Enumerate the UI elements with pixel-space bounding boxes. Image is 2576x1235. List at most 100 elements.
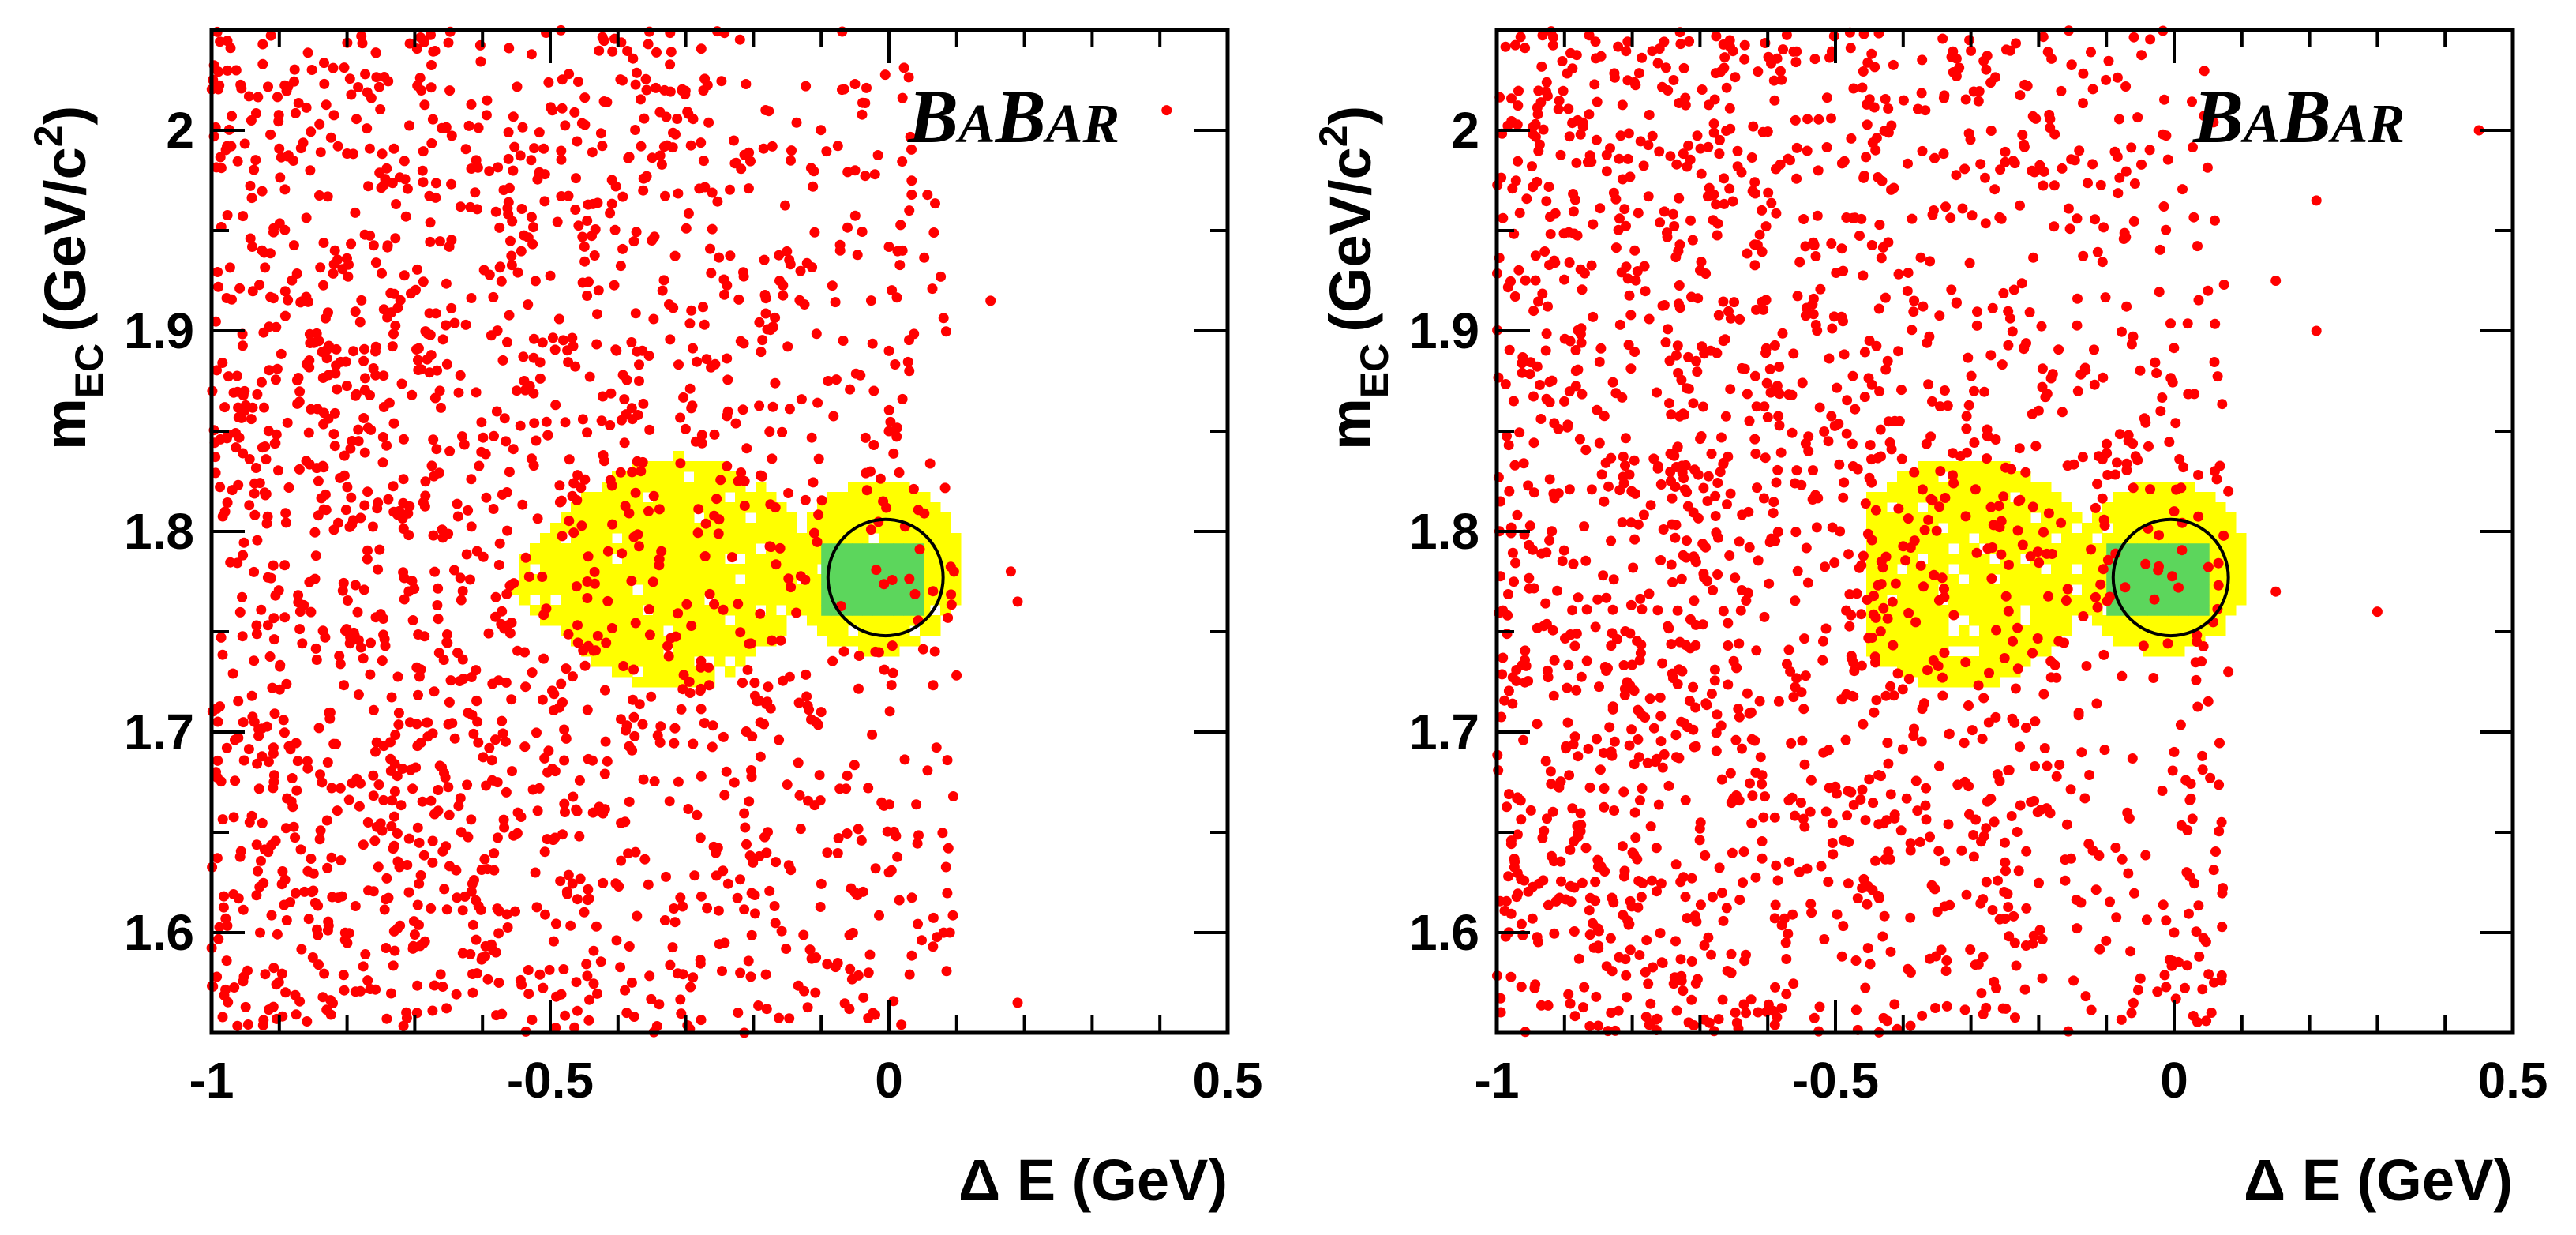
right-data-point [1866,379,1877,390]
right-mc-band-cell [1969,461,1980,472]
left-mc-band-cell [632,502,643,513]
right-data-point [1575,808,1586,819]
right-data-point [2170,418,2181,429]
left-data-point [322,191,333,202]
left-data-point [322,344,332,355]
left-data-point [414,919,424,930]
right-data-point [1714,134,1725,145]
left-data-point [278,715,289,726]
right-data-point [2001,44,2012,55]
left-mc-band-cell [776,523,787,534]
left-data-point [263,81,273,92]
right-data-point [1633,876,1644,886]
right-data-point [1952,297,1962,308]
right-data-point [2035,805,2046,815]
right-data-point [1937,690,1948,701]
right-data-point [1832,382,1843,393]
left-mc-core-cell [862,605,873,616]
right-data-point [1941,1000,1952,1012]
right-data-point [2098,649,2109,660]
left-data-point [315,147,326,158]
left-mc-band-cell [602,574,613,585]
left-data-point [762,696,773,708]
left-mc-band-cell [561,584,572,595]
left-data-point [224,262,235,273]
left-data-point [411,662,422,673]
right-data-point [1932,907,1943,918]
right-mc-band-cell [1918,656,1929,667]
left-mc-band-cell [622,595,633,606]
left-data-point [570,205,581,215]
left-mc-band-cell [673,512,684,524]
left-data-point [296,944,307,955]
left-data-point [644,424,655,435]
right-data-point [1821,92,1832,103]
right-data-point [1865,440,1876,451]
left-data-point [791,117,802,128]
right-data-point [1644,313,1655,325]
right-data-point [1787,792,1798,803]
right-data-point [2039,743,2050,753]
right-mc-core-cell [2147,554,2158,565]
left-data-point [493,162,504,173]
right-mc-band-cell [2030,615,2042,626]
left-data-point [306,65,317,75]
left-data-point [706,362,717,373]
right-data-point [1592,404,1603,415]
left-data-point [339,985,350,996]
right-data-point [1634,795,1645,806]
right-mc-band-cell [2236,533,2247,544]
right-data-point [1555,149,1566,160]
left-data-point [576,482,587,494]
right-data-point [1730,734,1742,745]
left-data-point [545,270,556,281]
left-data-point [320,489,331,500]
left-data-point [616,855,627,866]
right-mc-band-cell [2010,471,2021,482]
right-data-point [1655,736,1667,747]
left-data-point [256,604,267,615]
right-data-point [2036,321,2047,332]
left-data-point [319,968,330,979]
left-mc-core-cell [842,564,853,575]
left-data-point [632,67,642,78]
left-mc-band-cell [838,512,849,524]
right-data-point [2203,561,2214,572]
left-data-point [279,727,290,738]
left-data-point [630,487,641,498]
left-mc-band-cell [889,502,900,513]
right-data-point [1741,1008,1752,1019]
right-data-point [1532,719,1543,730]
right-mc-band-cell [2000,533,2011,544]
right-data-point [1527,161,1537,172]
left-mc-band-cell [663,574,674,585]
right-mc-band-cell [1897,584,1908,595]
left-data-point [744,796,755,807]
left-data-point [222,141,233,152]
right-data-point [1883,846,1894,858]
left-data-point [561,663,572,674]
left-data-point [398,474,409,485]
right-data-point [1828,849,1839,860]
left-data-point [830,297,841,308]
right-data-point [1754,696,1765,707]
right-data-point [1672,678,1683,689]
left-data-point [673,188,684,199]
right-data-point [2045,808,2056,819]
left-mc-band-cell [827,636,838,647]
right-data-point [1790,527,1802,538]
left-data-point [897,245,908,256]
right-data-point [1885,681,1896,692]
left-data-point [559,755,570,766]
right-data-point [1596,469,1607,480]
right-data-point [2081,661,2092,671]
right-mc-band-cell [1918,471,1929,482]
right-data-point [2154,287,2165,298]
left-data-point [771,559,782,570]
left-data-point [446,178,457,190]
left-data-point [365,669,376,680]
right-data-point [2132,455,2143,466]
right-data-point [1765,387,1776,398]
left-mc-band-cell [673,584,684,595]
left-data-point [616,714,626,725]
